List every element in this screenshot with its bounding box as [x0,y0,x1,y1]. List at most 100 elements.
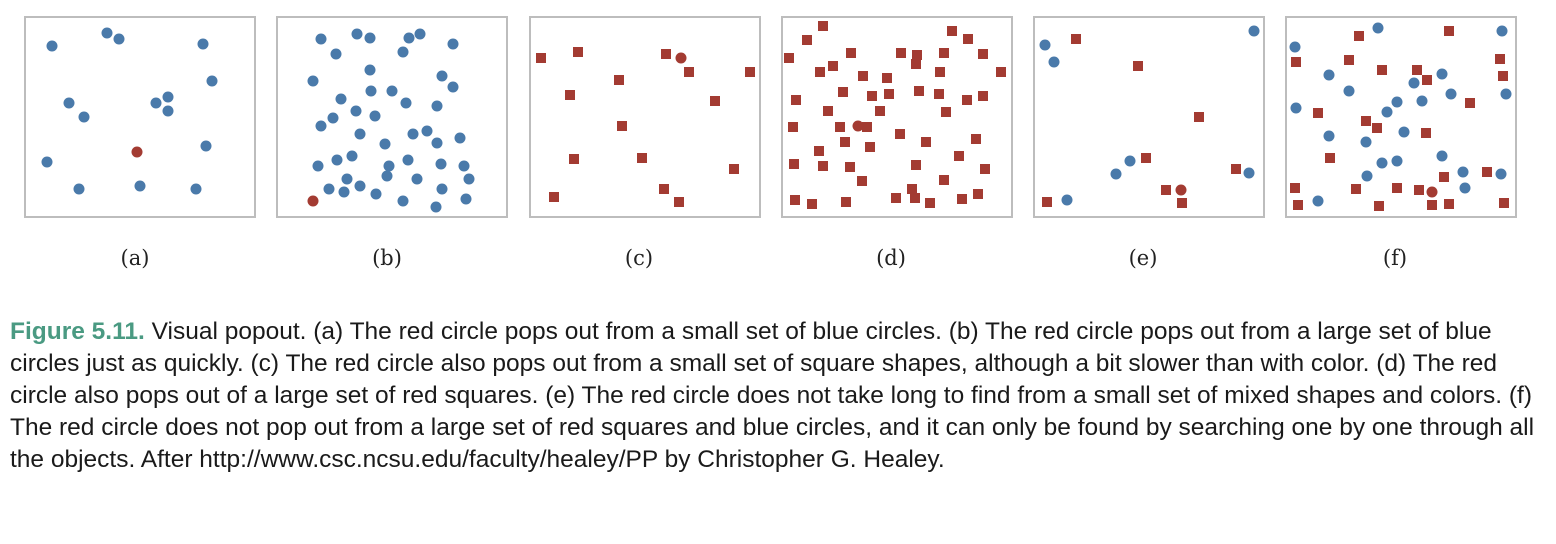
blue-circle [1372,22,1384,34]
blue-circle [46,40,58,52]
blue-circle [369,110,381,122]
red-square [941,107,951,117]
blue-circle [200,140,212,152]
red-square [1354,31,1364,41]
red-square [911,160,921,170]
blue-circle [431,137,443,149]
panel-e [1033,16,1265,218]
panel-frame [529,16,761,218]
blue-circle [431,100,443,112]
red-square [957,194,967,204]
blue-circle [400,97,412,109]
red-square [617,121,627,131]
blue-circle [323,183,335,195]
blue-circle [351,28,363,40]
blue-circle [403,32,415,44]
red-square [1293,200,1303,210]
blue-circle [460,193,472,205]
blue-circle [411,173,423,185]
red-square [784,53,794,63]
figure-caption: Figure 5.11. Visual popout. (a) The red … [10,316,1540,476]
red-square [857,176,867,186]
red-target-circle [307,195,319,207]
red-square [845,162,855,172]
red-square [884,89,894,99]
red-square [939,175,949,185]
red-square [911,59,921,69]
blue-circle [370,188,382,200]
blue-circle [1381,106,1393,118]
blue-circle [447,81,459,93]
blue-circle [354,180,366,192]
blue-circle [206,75,218,87]
panel-label-f: (f) [1382,246,1408,270]
red-square [978,91,988,101]
red-square [996,67,1006,77]
blue-circle [330,48,342,60]
red-square [1042,197,1052,207]
blue-circle [1289,41,1301,53]
red-square [934,89,944,99]
red-square [840,137,850,147]
red-square [835,122,845,132]
blue-circle [350,105,362,117]
red-square [1071,34,1081,44]
panel-label-d: (d) [876,246,906,270]
red-square [790,195,800,205]
blue-circle [402,154,414,166]
red-square [788,122,798,132]
red-square [962,95,972,105]
red-square [1290,183,1300,193]
red-square [818,21,828,31]
blue-circle [436,183,448,195]
blue-circle [1290,102,1302,114]
red-square [614,75,624,85]
blue-circle [335,93,347,105]
red-square [1377,65,1387,75]
blue-circle [1360,136,1372,148]
red-square [569,154,579,164]
blue-circle [430,201,442,213]
red-square [971,134,981,144]
red-square [978,49,988,59]
blue-circle [1436,150,1448,162]
panel-a [24,16,256,218]
blue-circle [454,132,466,144]
red-square [841,197,851,207]
red-square [807,199,817,209]
blue-circle [397,195,409,207]
blue-circle [1243,167,1255,179]
blue-circle [197,38,209,50]
red-square [867,91,877,101]
red-square [791,95,801,105]
blue-circle [381,170,393,182]
blue-circle [386,85,398,97]
panel-d [781,16,1013,218]
blue-circle [1398,126,1410,138]
blue-circle [1495,168,1507,180]
red-square [745,67,755,77]
blue-circle [1376,157,1388,169]
red-square [815,67,825,77]
blue-circle [1391,155,1403,167]
blue-circle [458,160,470,172]
red-square [1231,164,1241,174]
red-square [875,106,885,116]
blue-circle [113,33,125,45]
red-target-circle [131,146,143,158]
red-square [1444,199,1454,209]
caption-text: Visual popout. (a) The red circle pops o… [10,318,1535,473]
red-square [921,137,931,147]
red-square [573,47,583,57]
blue-circle [1061,194,1073,206]
blue-circle [1323,130,1335,142]
blue-circle [447,38,459,50]
blue-circle [134,180,146,192]
blue-circle [1312,195,1324,207]
red-square [1495,54,1505,64]
red-square [1439,172,1449,182]
red-square [1177,198,1187,208]
blue-circle [315,120,327,132]
blue-circle [162,105,174,117]
red-target-circle [852,120,864,132]
